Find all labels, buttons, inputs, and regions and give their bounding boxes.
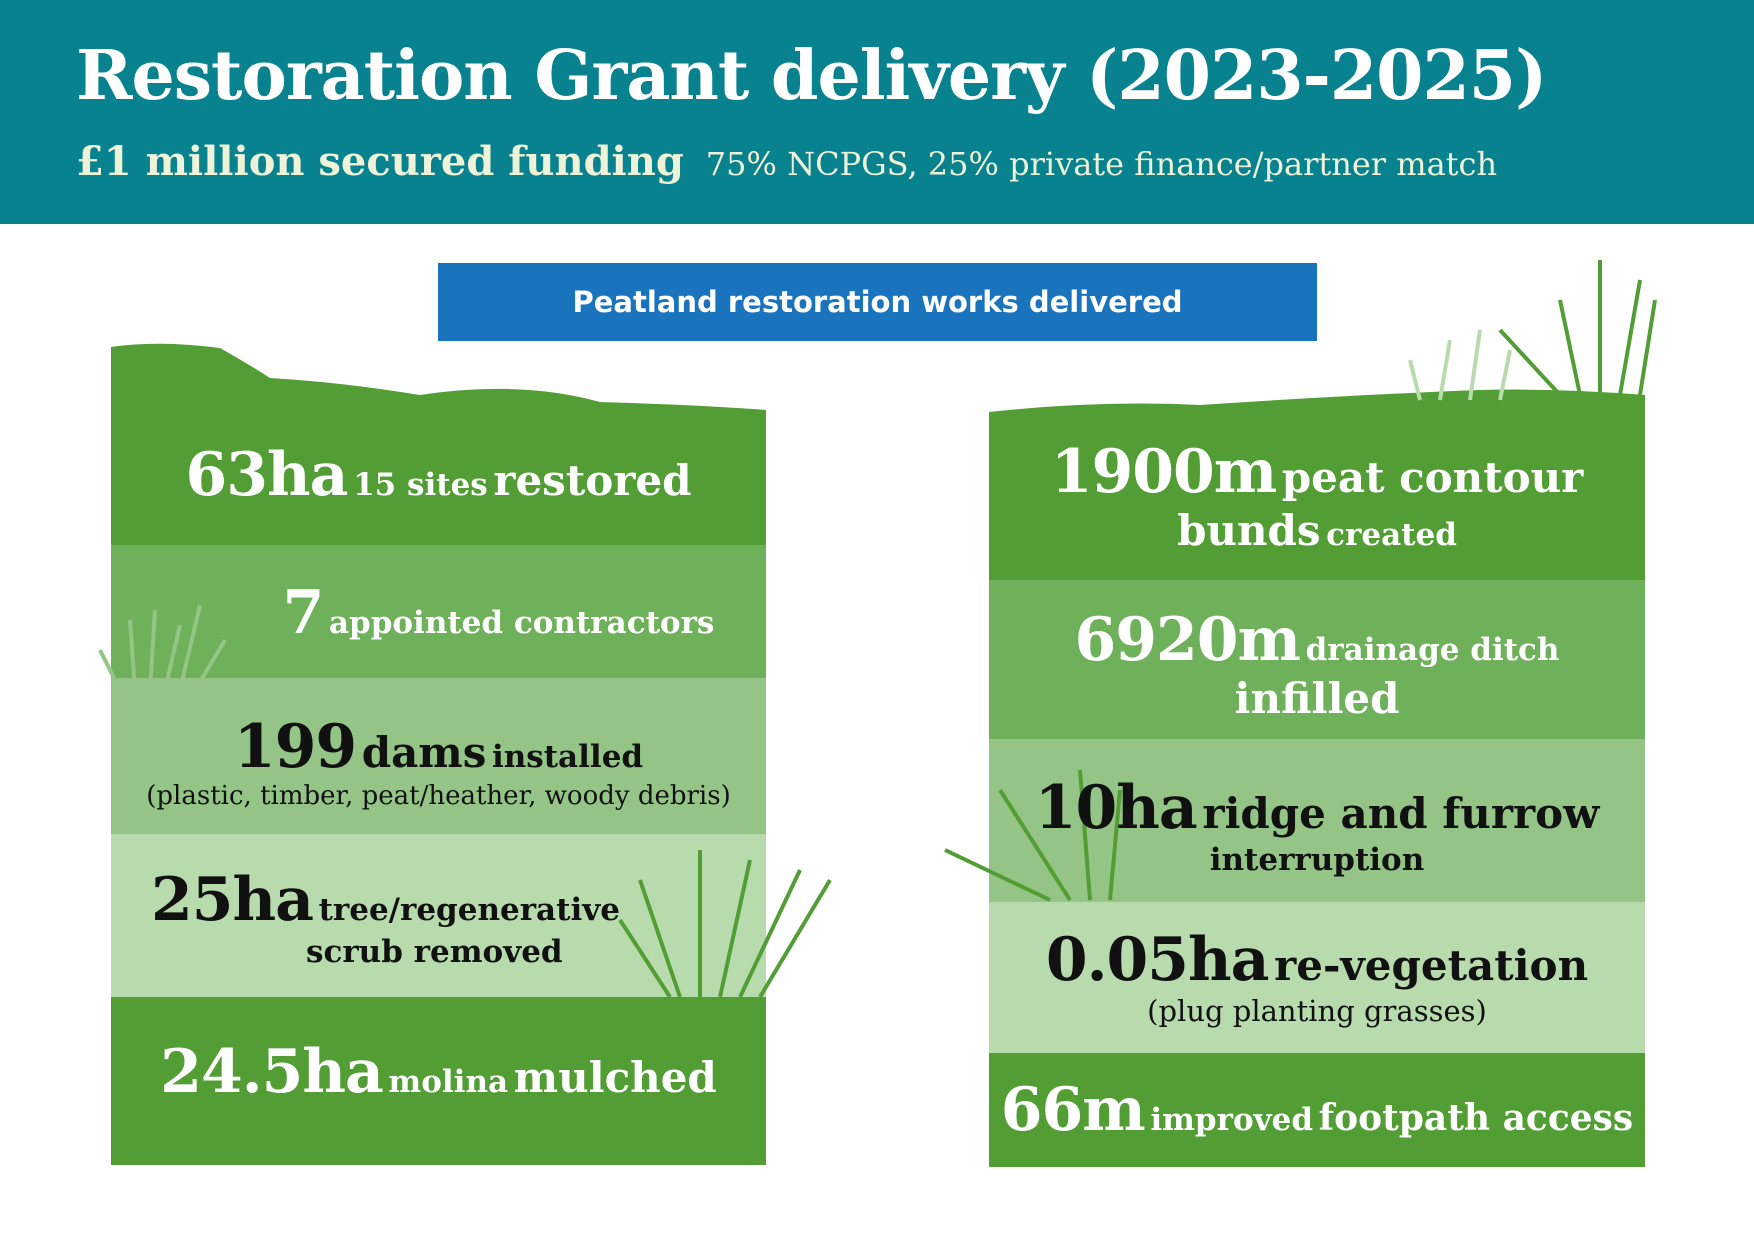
stat-text: installed bbox=[491, 738, 644, 775]
stat-figure: 10ha bbox=[1034, 772, 1198, 843]
stat: 24.5ha molina mulched bbox=[111, 997, 766, 1147]
stat-text: peat contour bbox=[1281, 453, 1584, 503]
stat-text: restored bbox=[493, 455, 692, 505]
stat-text: re-vegetation bbox=[1274, 941, 1589, 991]
band-bg bbox=[989, 1053, 1645, 1167]
stat: 63ha 15 sites restored bbox=[111, 400, 766, 550]
stat-figure: 66m bbox=[1000, 1074, 1146, 1145]
stat-text: improved bbox=[1150, 1101, 1314, 1138]
stat: 6920m drainage ditch infilled bbox=[989, 590, 1645, 740]
band-bg bbox=[111, 678, 766, 835]
grass bbox=[1408, 329, 1512, 401]
stat-text: 15 sites bbox=[353, 466, 488, 503]
band-bg bbox=[111, 834, 766, 998]
stat: 10ha ridge and furrow interruption bbox=[989, 750, 1645, 902]
stat-text: tree/regenerative bbox=[318, 892, 620, 929]
funding-split: 75% NCPGS, 25% private finance/partner m… bbox=[705, 145, 1498, 183]
title: Restoration Grant delivery (2023-2025) bbox=[76, 36, 1547, 116]
stat-text: molina bbox=[388, 1063, 509, 1100]
stat: 199 dams installed (plastic, timber, pea… bbox=[111, 690, 766, 834]
stat-figure: 199 bbox=[233, 711, 357, 782]
stat-text: appointed contractors bbox=[328, 605, 715, 641]
stat-figure: 25ha bbox=[151, 865, 314, 936]
band-bg bbox=[111, 343, 766, 549]
band-bg bbox=[111, 997, 766, 1165]
stat-text: drainage ditch bbox=[1305, 632, 1560, 669]
stat-figure: 24.5ha bbox=[160, 1036, 384, 1107]
stat-text: mulched bbox=[513, 1052, 717, 1102]
band-bg bbox=[989, 389, 1645, 582]
stat-text: ridge and furrow bbox=[1202, 788, 1600, 838]
stat-figure: 6920m bbox=[1074, 605, 1301, 676]
band-bg bbox=[989, 580, 1645, 740]
band-bg bbox=[111, 545, 766, 679]
stat-text: infilled bbox=[1234, 674, 1400, 724]
stat-text: scrub removed bbox=[306, 934, 563, 971]
stat: 0.05ha re-vegetation (plug planting gras… bbox=[989, 902, 1645, 1053]
stat-figure: 63ha bbox=[185, 439, 349, 510]
funding: £1 million secured funding bbox=[76, 138, 684, 185]
stat-text: created bbox=[1326, 517, 1457, 554]
stat-figure: 7 bbox=[282, 578, 325, 648]
grass bbox=[618, 260, 1657, 999]
section-banner: Peatland restoration works delivered bbox=[438, 263, 1317, 341]
grass bbox=[98, 604, 227, 692]
band-bg bbox=[989, 739, 1645, 903]
subtitle: £1 million secured funding 75% NCPGS, 25%… bbox=[76, 138, 1497, 185]
stat: 7 appointed contractors bbox=[111, 549, 766, 678]
stat-figure: 0.05ha bbox=[1045, 925, 1270, 996]
stat-figure: 1900m bbox=[1050, 437, 1277, 508]
header: Restoration Grant delivery (2023-2025) £… bbox=[0, 0, 1754, 224]
stat: 66m improved footpath access bbox=[989, 1053, 1645, 1167]
stat: 1900m peat contour bunds created bbox=[989, 412, 1645, 582]
stat: 25ha tree/regenerative scrub removed bbox=[111, 840, 671, 997]
stat-note: (plastic, timber, peat/heather, woody de… bbox=[146, 780, 731, 811]
stat-text: bunds bbox=[1177, 506, 1321, 556]
stat-note: (plug planting grasses) bbox=[1147, 994, 1487, 1029]
band-bg bbox=[989, 902, 1645, 1054]
stat-text: footpath access bbox=[1318, 1096, 1634, 1139]
stat-text: interruption bbox=[1209, 841, 1425, 878]
stat-text: dams bbox=[361, 727, 487, 777]
